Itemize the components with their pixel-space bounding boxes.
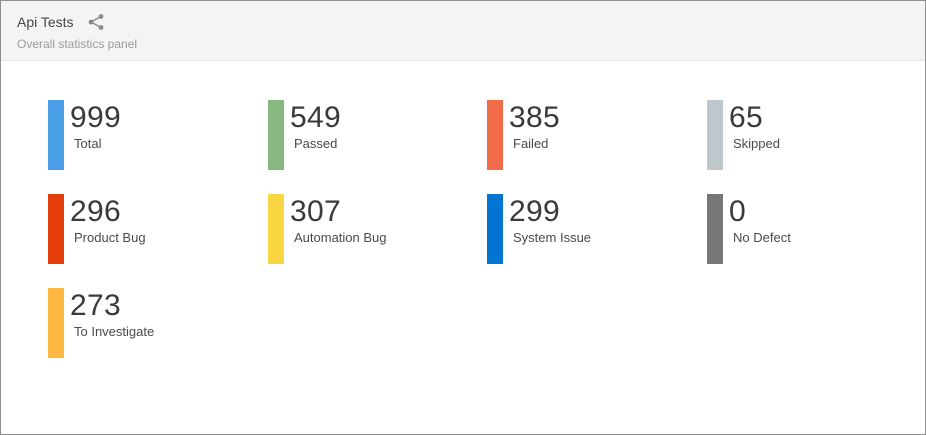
stat-value: 549 <box>290 101 341 134</box>
stat-value: 296 <box>70 195 121 228</box>
widget-title: Api Tests <box>17 14 74 30</box>
stat-label: Total <box>74 136 102 151</box>
stat-value: 273 <box>70 289 121 322</box>
stat-failed[interactable]: 385 Failed <box>487 100 687 172</box>
stat-label: System Issue <box>513 230 592 245</box>
stat-color-bar <box>707 100 723 170</box>
widget-subtitle: Overall statistics panel <box>17 37 138 51</box>
stat-label: Failed <box>513 136 549 151</box>
stat-automation-bug[interactable]: 307 Automation Bug <box>268 194 468 266</box>
stat-total[interactable]: 999 Total <box>48 100 248 172</box>
stat-value: 999 <box>70 101 121 134</box>
stat-value: 65 <box>729 101 763 134</box>
stat-label: Product Bug <box>74 230 146 245</box>
stat-label: Skipped <box>733 136 780 151</box>
stat-value: 299 <box>509 195 560 228</box>
stat-product-bug[interactable]: 296 Product Bug <box>48 194 248 266</box>
widget-header: Api Tests Overall statistics panel <box>1 1 925 61</box>
stat-value: 307 <box>290 195 341 228</box>
stat-label: Passed <box>294 136 338 151</box>
stat-color-bar <box>48 194 64 264</box>
stat-color-bar <box>268 100 284 170</box>
stat-color-bar <box>48 288 64 358</box>
stat-color-bar <box>487 100 503 170</box>
stat-label: No Defect <box>733 230 791 245</box>
stat-system-issue[interactable]: 299 System Issue <box>487 194 687 266</box>
stat-no-defect[interactable]: 0 No Defect <box>707 194 907 266</box>
stat-color-bar <box>268 194 284 264</box>
stat-passed[interactable]: 549 Passed <box>268 100 468 172</box>
stat-skipped[interactable]: 65 Skipped <box>707 100 907 172</box>
stat-color-bar <box>707 194 723 264</box>
stat-value: 385 <box>509 101 560 134</box>
stat-value: 0 <box>729 195 746 228</box>
stat-to-investigate[interactable]: 273 To Investigate <box>48 288 248 360</box>
stat-label: To Investigate <box>74 324 155 339</box>
share-icon[interactable] <box>87 13 105 31</box>
stat-label: Automation Bug <box>294 230 387 245</box>
stat-color-bar <box>487 194 503 264</box>
stat-color-bar <box>48 100 64 170</box>
